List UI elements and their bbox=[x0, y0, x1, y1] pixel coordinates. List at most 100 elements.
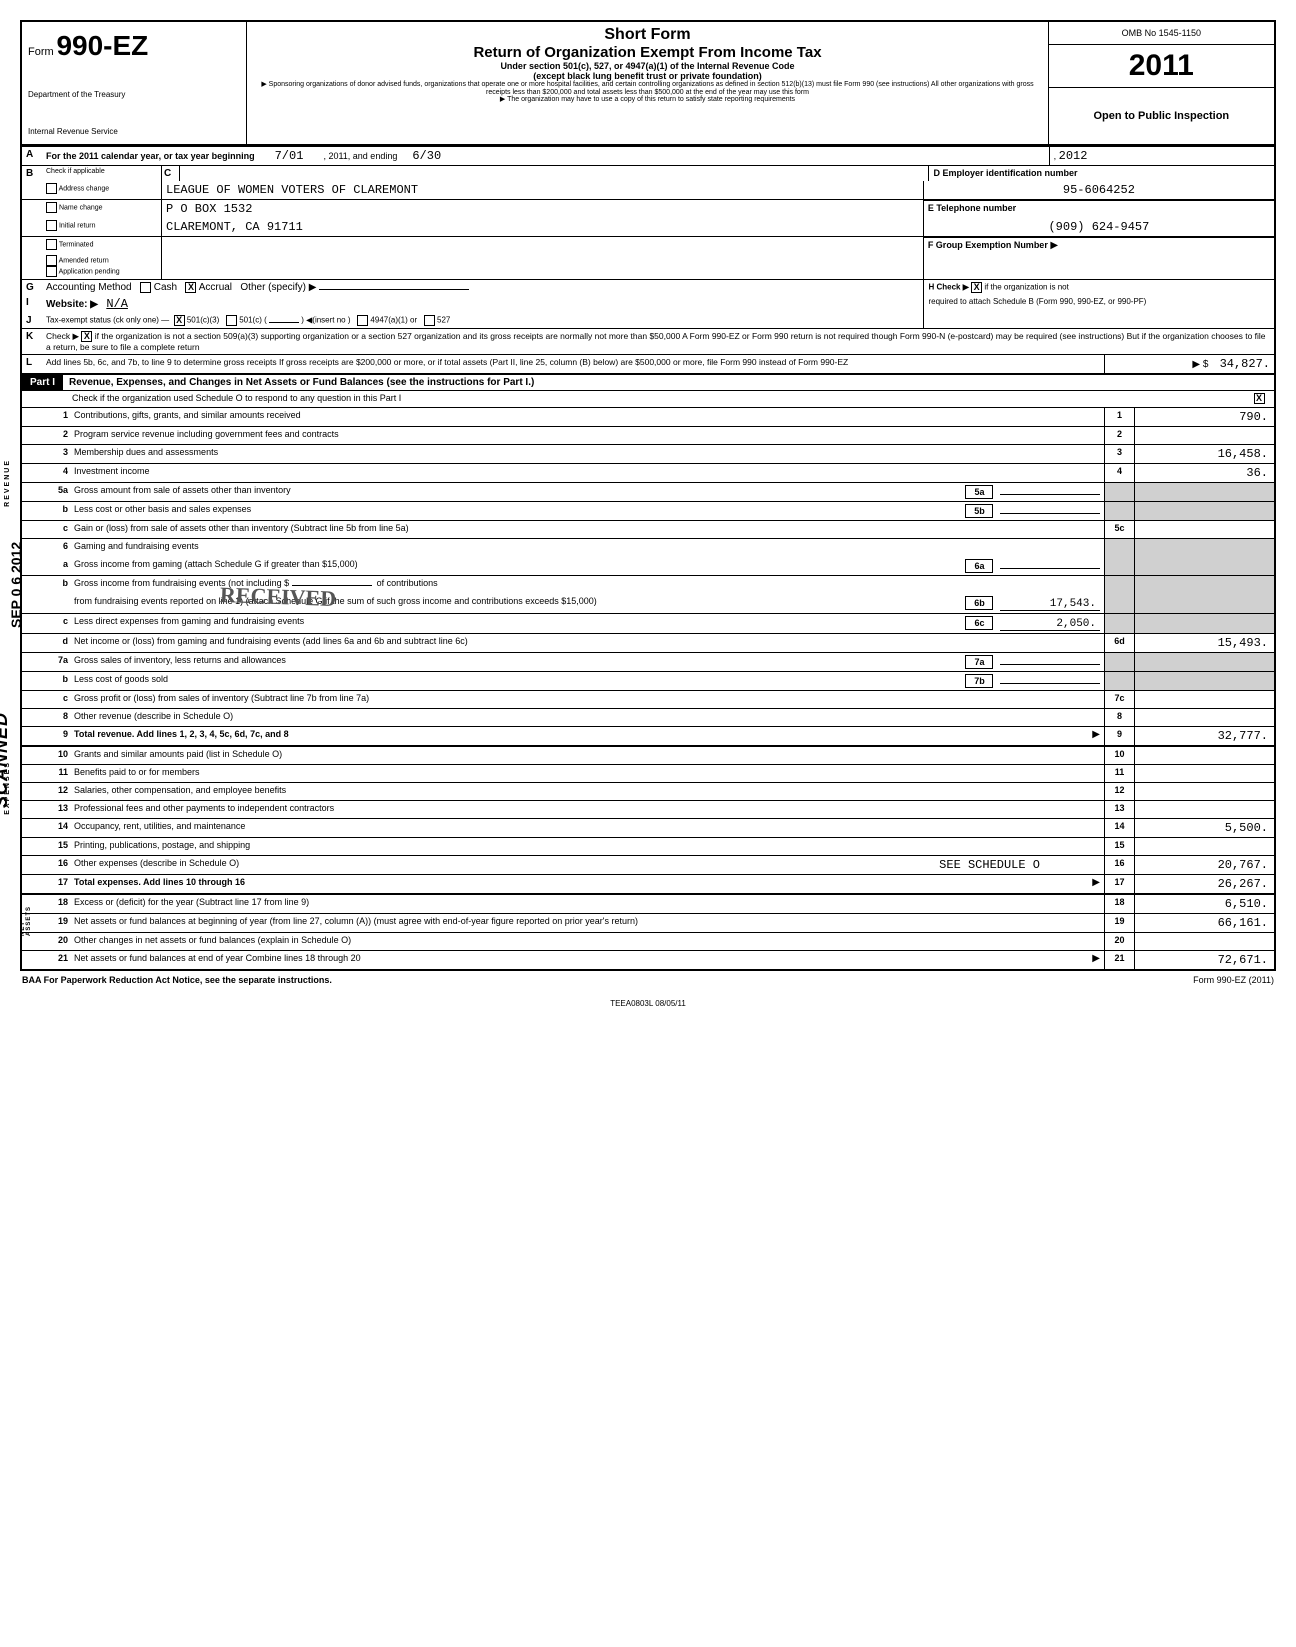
val-16: 20,767. bbox=[1134, 856, 1274, 874]
arrow-17: ▶ bbox=[1092, 877, 1100, 888]
desc-4: Investment income bbox=[70, 464, 1104, 482]
period-end-month: 6/30 bbox=[412, 149, 441, 163]
val-11 bbox=[1134, 765, 1274, 782]
label-accrual: Accrual bbox=[199, 282, 232, 293]
row-i: I Website: ▶ N/A required to attach Sche… bbox=[20, 295, 1276, 313]
chk-address-change[interactable]: Address change bbox=[42, 181, 162, 199]
k-check-label: Check ▶ bbox=[46, 331, 79, 341]
checkbox-app-pending[interactable] bbox=[46, 266, 57, 277]
row-k: K Check ▶ if the organization is not a s… bbox=[20, 329, 1276, 355]
line-3: 3 Membership dues and assessments 3 16,4… bbox=[20, 445, 1276, 464]
revenue-vert-label: REVENUE bbox=[4, 459, 11, 507]
checkbox-527[interactable] bbox=[424, 315, 435, 326]
d-ein-label: D Employer identification number bbox=[929, 166, 1274, 181]
letter-l: L bbox=[22, 355, 42, 373]
part1-header-row: Part I Revenue, Expenses, and Changes in… bbox=[20, 375, 1276, 391]
i-label: Website: ▶ bbox=[46, 299, 98, 310]
line-18: 18 Excess or (deficit) for the year (Sub… bbox=[20, 895, 1276, 914]
checkbox-501c[interactable] bbox=[226, 315, 237, 326]
val-3: 16,458. bbox=[1134, 445, 1274, 463]
letter-c: C bbox=[162, 166, 180, 181]
val-9: 32,777. bbox=[1134, 727, 1274, 745]
name-block: B Check if applicable C D Employer ident… bbox=[20, 166, 1276, 181]
main-title: Return of Organization Exempt From Incom… bbox=[253, 44, 1041, 61]
line-14: 14 Occupancy, rent, utilities, and maint… bbox=[20, 819, 1276, 838]
line-11: 11 Benefits paid to or for members 11 bbox=[20, 765, 1276, 783]
form-label: Form bbox=[28, 46, 54, 58]
line-4: 4 Investment income 4 36. bbox=[20, 464, 1276, 483]
h-label: H Check ▶ bbox=[928, 283, 968, 292]
h-text2-cell: required to attach Schedule B (Form 990,… bbox=[923, 295, 1274, 313]
chk-initial-return[interactable]: Initial return bbox=[42, 218, 162, 236]
arrow-9: ▶ bbox=[1092, 729, 1100, 740]
checkbox-initial-return[interactable] bbox=[46, 220, 57, 231]
checkbox-4947[interactable] bbox=[357, 315, 368, 326]
501c-insert[interactable] bbox=[269, 322, 299, 323]
line-2: 2 Program service revenue including gove… bbox=[20, 427, 1276, 445]
other-specify-line[interactable] bbox=[319, 289, 469, 290]
innerbox-5b: 5b bbox=[965, 504, 993, 518]
line-6a: a Gross income from gaming (attach Sched… bbox=[20, 557, 1276, 576]
chk-terminated[interactable]: Terminated bbox=[42, 237, 162, 253]
f-group-exemption: F Group Exemption Number ▶ bbox=[924, 237, 1274, 253]
desc-10: Grants and similar amounts paid (list in… bbox=[70, 747, 1104, 764]
website-value: N/A bbox=[106, 297, 128, 311]
checkbox-501c3[interactable] bbox=[174, 315, 185, 326]
h-text2: required to attach Schedule B (Form 990,… bbox=[928, 297, 1146, 306]
desc-12: Salaries, other compensation, and employ… bbox=[70, 783, 1104, 800]
line-1: 1 Contributions, gifts, grants, and simi… bbox=[20, 408, 1276, 427]
checkbox-part1-schedule-o[interactable] bbox=[1254, 393, 1265, 404]
h-text1: if the organization is not bbox=[984, 283, 1069, 292]
6b-contrib-amount[interactable] bbox=[292, 585, 372, 586]
letter-j: J bbox=[22, 313, 42, 328]
org-addr2: CLAREMONT, CA 91711 bbox=[162, 218, 924, 236]
chk-name-change[interactable]: Name change bbox=[42, 200, 162, 218]
j-label: Tax-exempt status (ck only one) — bbox=[46, 316, 169, 325]
checkbox-cash[interactable] bbox=[140, 282, 151, 293]
form-header: Form 990-EZ Department of the Treasury I… bbox=[20, 20, 1276, 147]
line-20: 20 Other changes in net assets or fund b… bbox=[20, 933, 1276, 951]
footer-code: TEEA0803L 08/05/11 bbox=[20, 999, 1276, 1008]
line-13: EXPENSES 13 Professional fees and other … bbox=[20, 801, 1276, 819]
line-19: NET ASSETS 19 Net assets or fund balance… bbox=[20, 914, 1276, 933]
label-initial-return: Initial return bbox=[59, 222, 96, 229]
desc-9: Total revenue. Add lines 1, 2, 3, 4, 5c,… bbox=[74, 729, 289, 739]
checkbox-amended[interactable] bbox=[46, 255, 57, 266]
period-end-year: 2012 bbox=[1059, 149, 1088, 163]
ein-value: 95-6064252 bbox=[924, 181, 1274, 199]
period-label: For the 2011 calendar year, or tax year … bbox=[46, 151, 255, 161]
line-10: 10 Grants and similar amounts paid (list… bbox=[20, 747, 1276, 765]
desc-18: Excess or (deficit) for the year (Subtra… bbox=[70, 895, 1104, 913]
innerbox-7b: 7b bbox=[965, 674, 993, 688]
checkbox-k[interactable] bbox=[81, 331, 92, 342]
innerbox-5a: 5a bbox=[965, 485, 993, 499]
checkbox-accrual[interactable] bbox=[185, 282, 196, 293]
val-19: 66,161. bbox=[1134, 914, 1274, 932]
subtitle-2: (except black lung benefit trust or priv… bbox=[253, 71, 1041, 81]
blank-name-2 bbox=[162, 253, 924, 279]
line-12: 12 Salaries, other compensation, and emp… bbox=[20, 783, 1276, 801]
letter-k: K bbox=[22, 329, 42, 354]
letter-i: I bbox=[22, 295, 42, 313]
desc-5b: Less cost or other basis and sales expen… bbox=[74, 504, 251, 514]
line-7c: c Gross profit or (loss) from sales of i… bbox=[20, 691, 1276, 709]
footer: BAA For Paperwork Reduction Act Notice, … bbox=[20, 971, 1276, 989]
line-17: 17 Total expenses. Add lines 10 through … bbox=[20, 875, 1276, 895]
checkbox-terminated[interactable] bbox=[46, 239, 57, 250]
label-insert: ) ◀(insert no ) bbox=[301, 316, 350, 325]
letter-g: G bbox=[22, 280, 42, 295]
part1-title: Revenue, Expenses, and Changes in Net As… bbox=[63, 375, 540, 390]
desc-17: Total expenses. Add lines 10 through 16 bbox=[74, 877, 245, 887]
name-row-4: Terminated F Group Exemption Number ▶ bbox=[20, 236, 1276, 253]
desc-14: Occupancy, rent, utilities, and maintena… bbox=[70, 819, 1104, 837]
desc-2: Program service revenue including govern… bbox=[70, 427, 1104, 444]
checkbox-name-change[interactable] bbox=[46, 202, 57, 213]
checkbox-address-change[interactable] bbox=[46, 183, 57, 194]
chk-amended[interactable]: Amended return Application pending bbox=[42, 253, 162, 279]
period-mid: , 2011, and ending bbox=[323, 151, 397, 161]
val-13 bbox=[1134, 801, 1274, 818]
open-public: Open to Public Inspection bbox=[1049, 88, 1274, 144]
checkbox-h[interactable] bbox=[971, 282, 982, 293]
netassets-vert-label: NET ASSETS bbox=[20, 904, 32, 938]
omb-number: OMB No 1545-1150 bbox=[1049, 22, 1274, 45]
